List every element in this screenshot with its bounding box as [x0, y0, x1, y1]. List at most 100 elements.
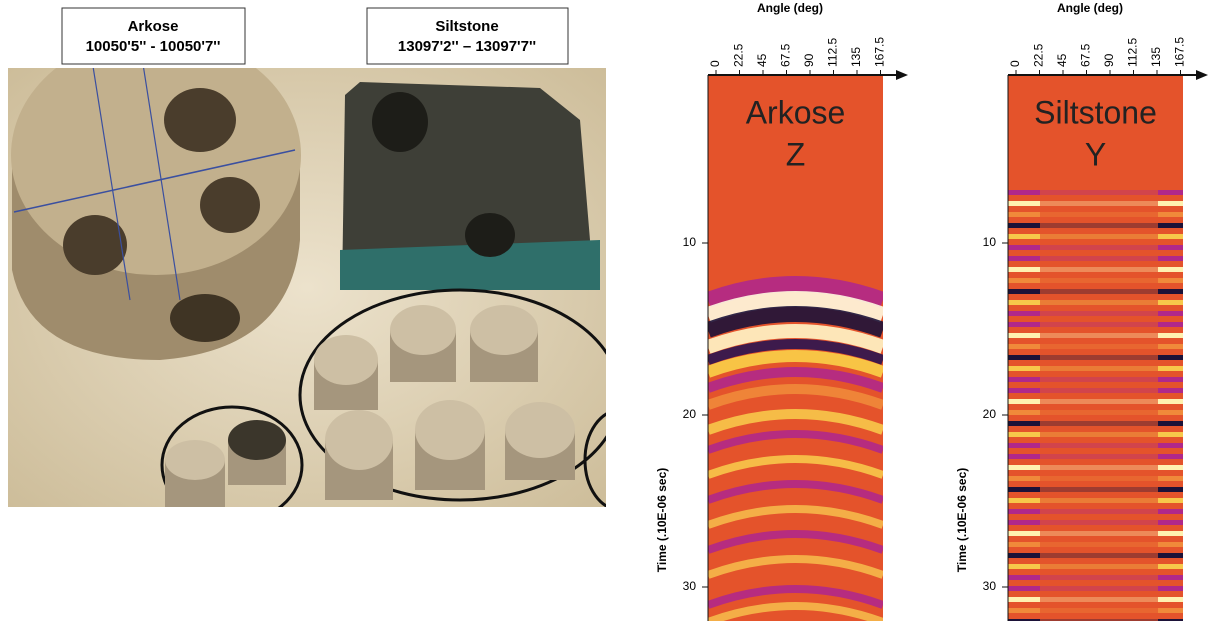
- wave-band: [1158, 267, 1183, 272]
- wave-band: [1008, 333, 1040, 338]
- x-tick-label: 67.5: [779, 43, 793, 67]
- wave-band: [1008, 355, 1040, 360]
- wave-band: [1008, 498, 1040, 503]
- wave-band: [1008, 399, 1040, 404]
- wave-band: [1008, 509, 1040, 514]
- wave-band: [1158, 355, 1183, 360]
- wave-band: [1008, 542, 1040, 547]
- wave-band: [1158, 333, 1183, 338]
- wave-band: [1158, 443, 1183, 448]
- y-tick-label: 30: [983, 579, 997, 593]
- panel-label: Siltstone: [1034, 94, 1157, 130]
- wave-band: [1158, 564, 1183, 569]
- wave-band: [1158, 597, 1183, 602]
- y-tick-label: 20: [683, 407, 697, 421]
- wave-band: [1008, 289, 1040, 294]
- wave-band: [1158, 432, 1183, 437]
- depth-range: 10050'5'' - 10050'7'': [86, 38, 221, 55]
- wave-band: [1158, 289, 1183, 294]
- wave-band: [1008, 388, 1040, 393]
- wave-band: [1008, 553, 1040, 558]
- x-tick-label: 0: [708, 60, 722, 67]
- wave-band: [1008, 564, 1040, 569]
- x-tick-label: 22.5: [1032, 43, 1046, 67]
- rock-name: Siltstone: [435, 18, 498, 35]
- label-box: Arkose 10050'5'' - 10050'7'': [62, 8, 245, 64]
- wave-band: [1158, 476, 1183, 481]
- x-tick-label: 135: [1149, 47, 1163, 67]
- x-tick-label: 22.5: [732, 43, 746, 67]
- wave-band: [1008, 575, 1040, 580]
- x-tick-label: 90: [802, 53, 816, 67]
- wave-band: [1158, 531, 1183, 536]
- wave-band: [1008, 344, 1040, 349]
- wave-band: [1158, 223, 1183, 228]
- y-axis-title: Time (.10E-06 sec): [955, 468, 969, 573]
- x-tick-label: 45: [1055, 53, 1069, 67]
- wave-band: [1158, 256, 1183, 261]
- x-axis-title: Angle (deg): [757, 1, 823, 15]
- axis-arrow: [896, 70, 908, 80]
- wave-band: [1008, 476, 1040, 481]
- wave-band: [1008, 410, 1040, 415]
- x-tick-label: 135: [849, 47, 863, 67]
- wave-band: [1008, 278, 1040, 283]
- label-box: Siltstone 13097'2'' – 13097'7'': [367, 8, 568, 64]
- wave-band: [1158, 553, 1183, 558]
- seismic-panel: Arkose Z Angle (deg) 0 22.5 45 67.5 90 112.5 135 1…: [655, 1, 908, 621]
- y-tick-label: 30: [683, 579, 697, 593]
- wave-band: [1158, 388, 1183, 393]
- wave-band: [1158, 421, 1183, 426]
- depth-range: 13097'2'' – 13097'7'': [398, 38, 536, 55]
- wave-band: [1158, 366, 1183, 371]
- core-photo: [8, 35, 655, 523]
- x-tick-label: 67.5: [1079, 43, 1093, 67]
- wave-band: [1158, 487, 1183, 492]
- wave-band: [1158, 190, 1183, 195]
- wave-band: [1158, 465, 1183, 470]
- wave-band: [1158, 542, 1183, 547]
- wave-band: [1008, 443, 1040, 448]
- wave-band: [1158, 212, 1183, 217]
- x-tick-label: 0: [1008, 60, 1022, 67]
- wave-band: [1008, 234, 1040, 239]
- panel-label: Arkose: [746, 94, 846, 130]
- wave-band: [1158, 245, 1183, 250]
- wave-band: [1008, 322, 1040, 327]
- wave-band: [1008, 267, 1040, 272]
- wave-band: [1158, 575, 1183, 580]
- wave-band: [1008, 311, 1040, 316]
- wave-band: [1008, 487, 1040, 492]
- wave-band: [1158, 509, 1183, 514]
- x-tick-label: 167.5: [1173, 37, 1187, 67]
- wave-band: [1008, 597, 1040, 602]
- wave-band: [1008, 190, 1040, 195]
- waveform-image: Arkose Z: [708, 75, 883, 621]
- wave-band: [1158, 410, 1183, 415]
- y-tick-label: 20: [983, 407, 997, 421]
- wave-band: [1008, 421, 1040, 426]
- wave-band: [1158, 234, 1183, 239]
- wave-band: [1008, 212, 1040, 217]
- y-tick-label: 10: [983, 235, 997, 249]
- wave-band: [1008, 432, 1040, 437]
- y-axis-title: Time (.10E-06 sec): [655, 468, 669, 573]
- x-tick-label: 45: [755, 53, 769, 67]
- wave-band: [1008, 256, 1040, 261]
- rock-name: Arkose: [128, 18, 179, 35]
- wave-band: [1008, 245, 1040, 250]
- wave-band: [1008, 366, 1040, 371]
- panel-component: Z: [786, 136, 806, 172]
- wave-band: [1158, 344, 1183, 349]
- x-tick-label: 112.5: [826, 38, 840, 67]
- wave-band: [1008, 465, 1040, 470]
- wave-band: [1008, 377, 1040, 382]
- wave-band: [1008, 531, 1040, 536]
- wave-band: [1158, 498, 1183, 503]
- wave-band: [1158, 454, 1183, 459]
- x-tick-label: 112.5: [1126, 38, 1140, 67]
- x-tick-label: 167.5: [873, 37, 887, 67]
- y-tick-label: 10: [683, 235, 697, 249]
- wave-band: [1158, 201, 1183, 206]
